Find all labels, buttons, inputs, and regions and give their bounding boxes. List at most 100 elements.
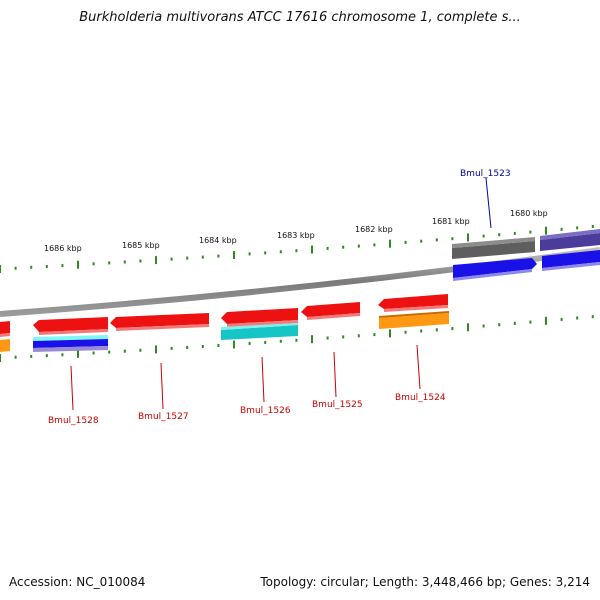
ruler-minor-tick [373, 243, 376, 247]
ruler-minor-tick [61, 264, 64, 268]
gene-bmul-1526[interactable] [221, 308, 298, 340]
ruler-minor-tick [264, 340, 267, 344]
gene-purple-forward[interactable] [540, 229, 600, 251]
ruler-minor-tick [591, 225, 594, 228]
gene-orange-partial-left[interactable] [0, 339, 10, 352]
gene-label-bmul-1527[interactable]: Bmul_1527 [138, 412, 189, 422]
ruler-minor-tick [326, 336, 329, 340]
ruler-minor-tick [92, 351, 95, 355]
ruler-minor-tick [61, 353, 64, 357]
ruler-major-tick [545, 226, 547, 235]
ruler-major-tick [0, 265, 1, 273]
ruler-major-tick [155, 345, 157, 354]
gene-label-bmul-1524[interactable]: Bmul_1524 [395, 393, 446, 403]
ruler-minor-tick [139, 348, 142, 352]
ruler-minor-tick [404, 330, 407, 334]
gene-label-leader [485, 177, 492, 229]
ruler-minor-tick [560, 227, 563, 231]
ruler-minor-tick [45, 265, 48, 268]
ruler-minor-tick [170, 257, 173, 261]
ruler-minor-tick [14, 355, 17, 359]
ruler-minor-tick [576, 316, 579, 320]
ruler-minor-tick [30, 265, 33, 269]
ruler-minor-tick [92, 262, 95, 266]
ruler-minor-tick [295, 338, 298, 342]
ruler-label: 1682 kbp [355, 225, 393, 234]
ruler-major-tick [389, 329, 391, 338]
ruler-minor-tick [30, 354, 33, 358]
ruler-label: 1680 kbp [510, 209, 548, 218]
ruler-major-tick [545, 316, 547, 325]
ruler-minor-tick [529, 320, 532, 324]
genome-summary: Topology: circular; Length: 3,448,466 bp… [260, 575, 590, 589]
ruler-major-tick [77, 260, 79, 269]
accession-label: Accession: NC_010084 [9, 575, 146, 589]
ruler-minor-tick [404, 240, 407, 244]
ruler-minor-tick [482, 234, 485, 238]
ruler-minor-tick [529, 230, 532, 234]
gene-label-bmul-1525[interactable]: Bmul_1525 [312, 400, 363, 410]
gene-bmul-1523[interactable] [452, 177, 535, 259]
ruler-major-tick [311, 335, 313, 344]
ruler-label: 1683 kbp [277, 231, 315, 240]
ruler-minor-tick [576, 226, 579, 230]
ruler-minor-tick [513, 231, 516, 235]
ruler-minor-tick [248, 341, 251, 345]
gene-label-bmul-1528[interactable]: Bmul_1528 [48, 416, 99, 426]
map-title: Burkholderia multivorans ATCC 17616 chro… [79, 10, 521, 25]
gene-bmul-1528[interactable] [33, 317, 108, 352]
gene-label-leader [160, 362, 164, 410]
ruler-minor-tick [357, 244, 360, 248]
ruler-minor-tick [373, 333, 376, 337]
ruler-minor-tick [264, 251, 267, 255]
ruler-minor-tick [217, 254, 220, 258]
ruler-major-tick [233, 251, 235, 259]
gene-label-leader [333, 351, 337, 398]
ruler-minor-tick [357, 334, 360, 338]
ruler-major-tick [467, 233, 469, 242]
ruler-minor-tick [420, 239, 423, 243]
ruler-minor-tick [201, 255, 204, 259]
ruler-major-tick [311, 245, 313, 254]
gene-bmul-1525[interactable] [301, 302, 360, 320]
gene-label-leader [261, 356, 265, 403]
ruler-minor-tick [186, 346, 189, 349]
ruler-major-tick [77, 349, 79, 358]
ruler-label: 1684 kbp [199, 236, 237, 245]
ruler-minor-tick [591, 315, 594, 319]
ruler-minor-tick [279, 250, 282, 254]
ruler-label: 1686 kbp [44, 244, 82, 253]
ruler-major-tick [389, 239, 391, 248]
ruler-minor-tick [14, 266, 17, 270]
ruler-major-tick [467, 323, 469, 332]
ruler-minor-tick [498, 233, 501, 237]
ruler-minor-tick [482, 324, 485, 328]
gene-blue-forward-1[interactable] [453, 258, 537, 281]
gene-red-partial-left[interactable] [0, 321, 10, 337]
gene-bmul-1524[interactable] [378, 294, 449, 329]
ruler-minor-tick [45, 354, 48, 358]
gene-label-bmul-1526[interactable]: Bmul_1526 [240, 406, 291, 416]
chromosome-backbone [0, 247, 600, 317]
ruler-minor-tick [279, 339, 282, 343]
ruler-ticks-lower [0, 315, 594, 362]
gene-bmul-1527[interactable] [110, 313, 209, 331]
ruler-minor-tick [513, 321, 516, 325]
gene-blue-forward-2[interactable] [542, 250, 600, 271]
ruler-minor-tick [295, 249, 298, 253]
ruler-minor-tick [170, 346, 173, 350]
ruler-minor-tick [186, 256, 189, 260]
gene-label-leader [416, 344, 421, 390]
ruler-minor-tick [451, 237, 454, 241]
ruler-minor-tick [201, 345, 204, 348]
gene-label-leader [70, 365, 74, 411]
ruler-minor-tick [108, 261, 111, 265]
gene-label-bmul-1523[interactable]: Bmul_1523 [460, 169, 511, 179]
ruler-minor-tick [326, 246, 329, 250]
ruler-minor-tick [342, 245, 345, 249]
ruler-minor-tick [560, 317, 563, 321]
ruler-minor-tick [139, 259, 142, 263]
ruler-label: 1681 kbp [432, 217, 470, 226]
ruler-minor-tick [435, 328, 438, 332]
